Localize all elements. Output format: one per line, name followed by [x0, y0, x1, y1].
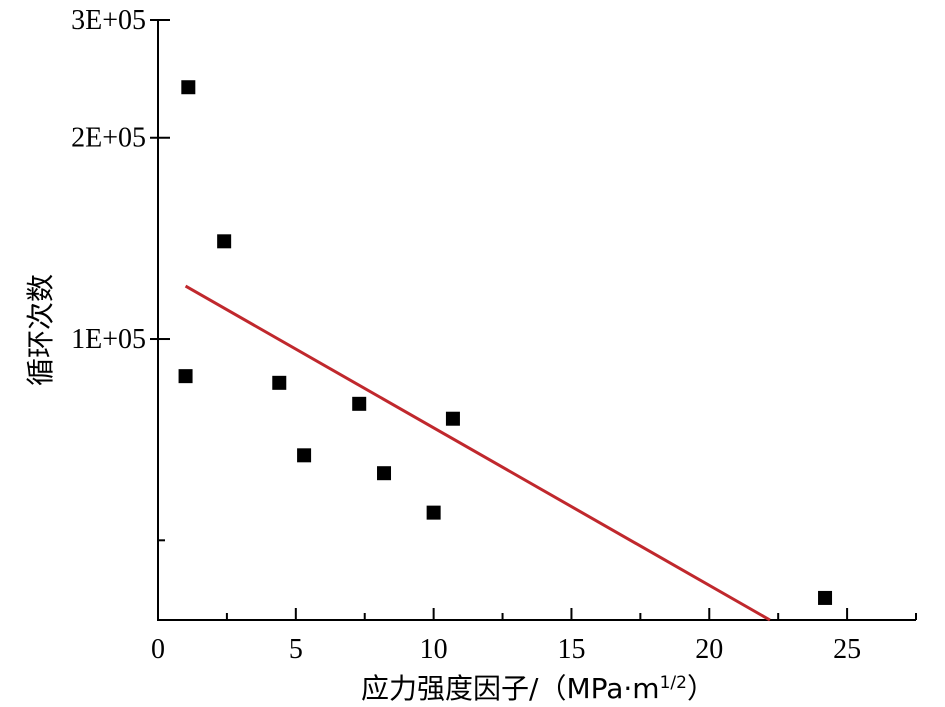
- trendline-layer: [184, 284, 771, 622]
- x-tick-label: 15: [557, 634, 585, 665]
- trendline: [184, 284, 771, 622]
- y-tick-label: 1E+05: [71, 324, 146, 355]
- data-point: [445, 411, 460, 426]
- x-tick-label: 25: [833, 634, 861, 665]
- axes: [150, 19, 917, 621]
- data-point: [426, 505, 441, 520]
- x-axis-title-close: ）: [687, 672, 715, 705]
- data-point: [217, 234, 232, 249]
- data-point: [297, 448, 312, 463]
- data-point: [377, 466, 392, 481]
- data-point: [272, 375, 287, 390]
- points-layer: [178, 80, 833, 605]
- x-axis-title: 应力强度因子/（MPa·m1/2）: [361, 672, 715, 705]
- data-point: [352, 396, 367, 411]
- x-axis-title-exponent: 1/2: [660, 673, 687, 693]
- y-tick-labels: 1E+05 2E+05 3E+05: [71, 5, 146, 355]
- x-tick-label: 10: [420, 634, 448, 665]
- x-tick-label: 20: [695, 634, 723, 665]
- data-point: [818, 590, 833, 605]
- x-tick-labels: 0 5 10 15 20 25: [151, 634, 861, 665]
- y-axis-title: 循环次数: [24, 274, 57, 386]
- x-tick-label: 0: [151, 634, 165, 665]
- data-point: [181, 80, 196, 95]
- data-point: [178, 369, 193, 384]
- y-tick-label: 2E+05: [71, 123, 146, 154]
- y-tick-label: 3E+05: [71, 5, 146, 36]
- x-tick-label: 5: [289, 634, 303, 665]
